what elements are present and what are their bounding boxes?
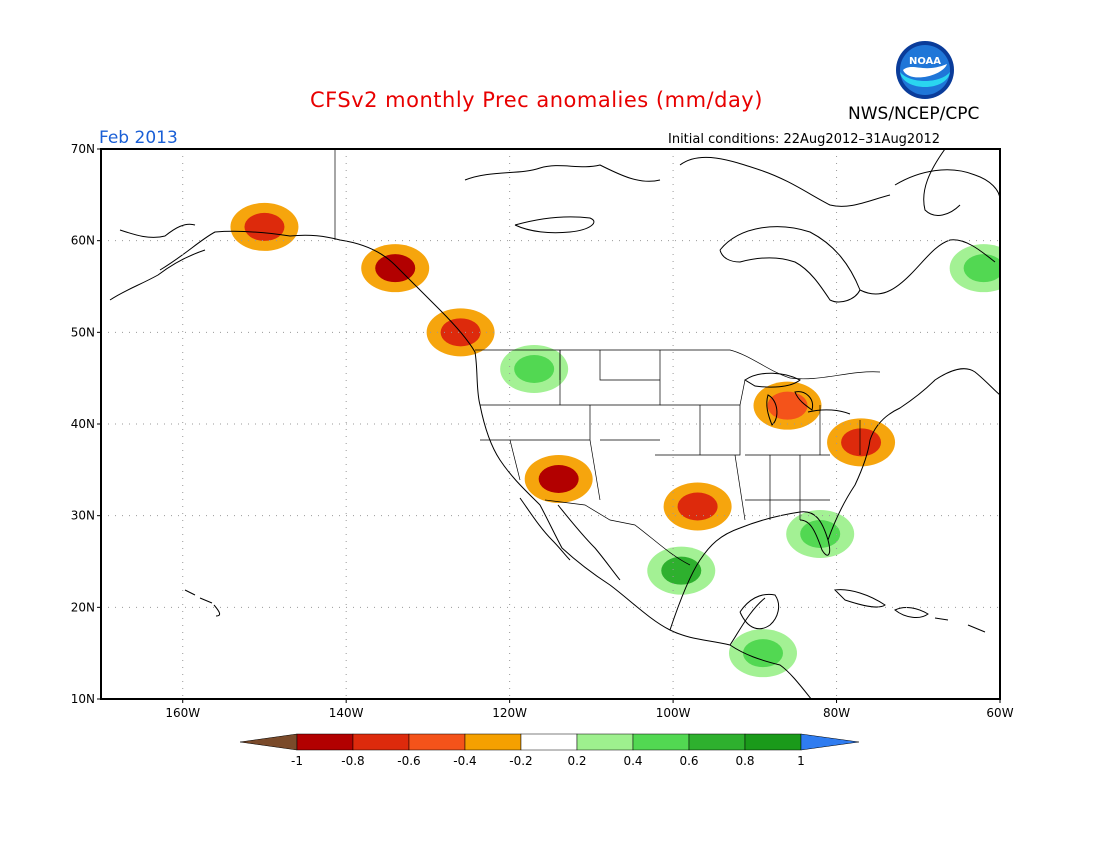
lat-tick-label: 40N: [71, 417, 95, 431]
colorbar-segment: [688, 733, 746, 751]
state-borders: [334, 149, 881, 566]
lon-tick-label: 100W: [656, 706, 691, 720]
noaa-logo-text: NOAA: [909, 56, 941, 67]
colorbar-segment: [744, 733, 802, 751]
colorbar-max-arrow: [800, 733, 860, 751]
colorbar-segment: [408, 733, 466, 751]
colorbar-tick-label: -0.6: [397, 754, 420, 768]
colorbar: -1 -0.8 -0.6 -0.4 -0.2 0.2 0.4 0.6 0.8 1: [239, 733, 860, 768]
lon-tick-label: 60W: [986, 706, 1013, 720]
noaa-logo: NOAA: [896, 41, 954, 99]
anomaly-region: [677, 492, 718, 521]
colorbar-tick-label: -0.4: [453, 754, 476, 768]
lat-tick-label: 70N: [71, 142, 95, 156]
lon-tick-label: 120W: [492, 706, 527, 720]
colorbar-tick-label: 0.4: [623, 754, 642, 768]
anomaly-region: [767, 391, 808, 420]
anomaly-region: [244, 212, 285, 241]
lat-tick-label: 30N: [71, 509, 95, 523]
lat-tick-label: 60N: [71, 234, 95, 248]
lat-tick-label: 50N: [71, 325, 95, 339]
colorbar-tick-label: -0.2: [509, 754, 532, 768]
anomaly-region: [963, 254, 1000, 283]
colorbar-tick-label: 0.6: [679, 754, 698, 768]
lat-tick-label: 10N: [71, 692, 95, 706]
anomaly-region: [800, 520, 841, 548]
anomaly-region: [375, 254, 416, 283]
colorbar-segment: [296, 733, 354, 751]
colorbar-segment: [352, 733, 410, 751]
anomaly-region: [661, 556, 702, 585]
anomaly-region: [742, 639, 783, 668]
colorbar-tick-label: 0.8: [735, 754, 754, 768]
lat-tick-label: 20N: [71, 600, 95, 614]
lon-tick-label: 80W: [823, 706, 850, 720]
colorbar-tick-label: -1: [291, 754, 303, 768]
chart-title: CFSv2 monthly Prec anomalies (mm/day): [310, 88, 763, 112]
colorbar-segment: [520, 733, 578, 751]
colorbar-tick-label: 0.2: [567, 754, 586, 768]
colorbar-min-arrow: [239, 733, 298, 751]
colorbar-segment: [464, 733, 522, 751]
coastlines: [109, 149, 1000, 699]
colorbar-tick-label: 1: [797, 754, 805, 768]
colorbar-segment: [632, 733, 690, 751]
lon-tick-label: 140W: [329, 706, 364, 720]
anomaly-region: [841, 428, 882, 457]
agency-label: NWS/NCEP/CPC: [848, 104, 980, 124]
lon-tick-label: 160W: [165, 706, 200, 720]
colorbar-tick-label: -0.8: [341, 754, 364, 768]
axis-labels: 70N 60N 50N 40N 30N 20N 10N 160W 140W 120W 100W 80W…: [71, 142, 1014, 720]
anomaly-region: [538, 465, 579, 493]
colorbar-segment: [576, 733, 634, 751]
initial-conditions-label: Initial conditions: 22Aug2012–31Aug2012: [668, 132, 941, 147]
graticule: [101, 149, 1000, 699]
anomaly-region: [514, 355, 555, 383]
valid-month-label: Feb 2013: [99, 128, 178, 148]
